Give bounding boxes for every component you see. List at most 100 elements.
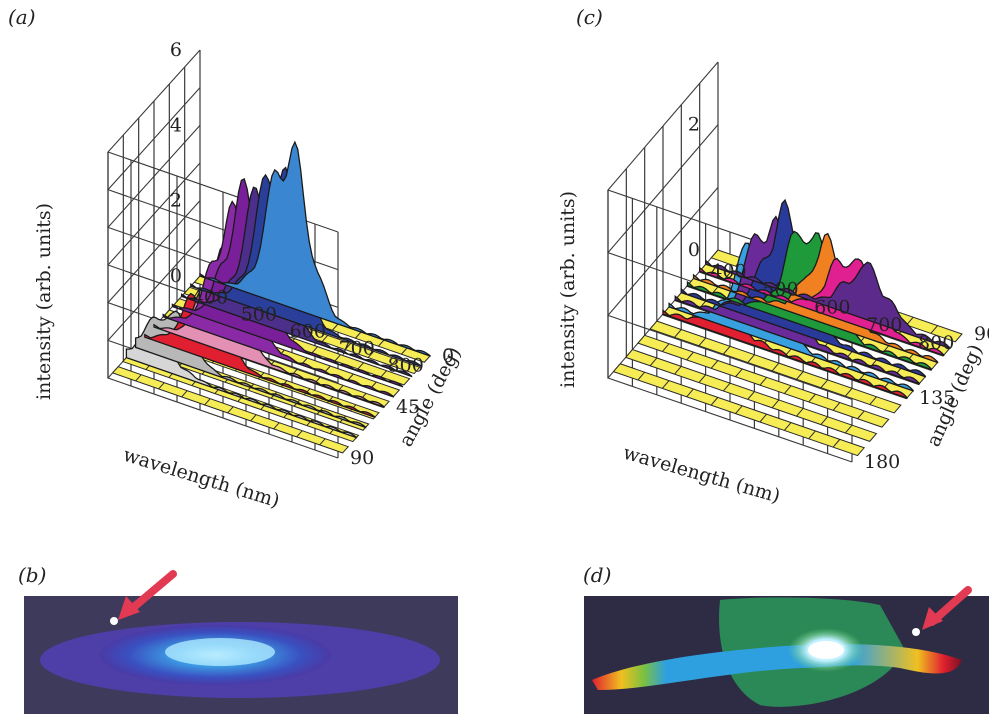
floor-divider bbox=[637, 371, 646, 381]
floor-divider bbox=[661, 380, 670, 389]
z-tick-label: 135 bbox=[919, 387, 955, 409]
floor-divider bbox=[344, 342, 352, 350]
x-tick-label: 800 bbox=[918, 332, 954, 354]
arrow-d-icon bbox=[922, 586, 972, 630]
floor-divider bbox=[759, 413, 768, 423]
floor-divider bbox=[869, 396, 877, 405]
x-axis-label: wavelength (nm) bbox=[121, 444, 283, 512]
floor-divider bbox=[401, 347, 408, 355]
gridline-y bbox=[607, 186, 853, 400]
floor-divider bbox=[808, 393, 816, 403]
x-axis-label: wavelength (nm) bbox=[621, 442, 783, 508]
floor-divider bbox=[832, 402, 841, 411]
spectrum-series bbox=[199, 140, 431, 357]
floor-divider bbox=[930, 325, 938, 334]
floor-divider bbox=[334, 354, 341, 362]
floor-divider bbox=[326, 396, 334, 404]
floor-divider bbox=[367, 350, 375, 358]
z-tick-label: 45 bbox=[396, 396, 420, 418]
floor-divider bbox=[686, 351, 694, 361]
x-tick-label: 700 bbox=[866, 314, 902, 336]
floor-divider bbox=[332, 323, 339, 331]
floor-divider bbox=[710, 360, 719, 369]
z-tick-label: 90 bbox=[350, 447, 374, 469]
y-tick-label: 4 bbox=[170, 114, 182, 136]
floor-divider bbox=[357, 362, 364, 370]
floor-divider bbox=[844, 424, 853, 434]
floor-divider bbox=[227, 406, 234, 414]
floor-divider bbox=[158, 382, 165, 390]
image-d-spot bbox=[912, 628, 920, 636]
floor-divider bbox=[135, 374, 142, 382]
floor-divider bbox=[771, 399, 780, 409]
image-d-streak bbox=[592, 643, 962, 690]
floor-divider bbox=[747, 391, 755, 400]
floor-divider bbox=[347, 373, 354, 381]
panel-label-a: (a) bbox=[8, 5, 36, 29]
panel-label-d: (d) bbox=[583, 563, 611, 587]
x-tick-label: 500 bbox=[762, 278, 798, 300]
floor-divider bbox=[321, 334, 329, 342]
floor-divider bbox=[735, 405, 743, 414]
panel-label-b: (b) bbox=[18, 563, 46, 587]
plot-a: 400 500 600 700 800 0 2 4 6 0 45 90 wavelength (nm) i… bbox=[33, 39, 466, 512]
floor-divider bbox=[661, 343, 670, 352]
floor-divider bbox=[796, 371, 804, 380]
image-d-core bbox=[808, 641, 844, 659]
x-tick-label: 500 bbox=[241, 303, 277, 325]
z-tick-label: 90 bbox=[974, 323, 989, 345]
y-tick-label: 2 bbox=[170, 190, 182, 212]
y-tick-label: 2 bbox=[688, 114, 700, 136]
floor-divider bbox=[273, 422, 280, 430]
image-b-core bbox=[165, 638, 275, 666]
x-tick-label: 800 bbox=[388, 354, 424, 376]
floor-divider bbox=[808, 430, 816, 440]
x-tick-label: 600 bbox=[290, 320, 326, 342]
floor-divider bbox=[783, 422, 792, 431]
floor-divider bbox=[250, 414, 257, 422]
floor-divider bbox=[710, 397, 719, 406]
image-b-spot bbox=[110, 617, 118, 625]
panel-label-c: (c) bbox=[576, 5, 603, 29]
floor-divider bbox=[722, 345, 731, 355]
floor-divider bbox=[796, 408, 804, 417]
floor-divider bbox=[311, 346, 318, 354]
floor-divider bbox=[771, 362, 780, 372]
floor-divider bbox=[181, 390, 188, 398]
floor-divider bbox=[355, 331, 362, 339]
x-tick-label: 600 bbox=[814, 296, 850, 318]
floor-divider bbox=[204, 398, 211, 406]
spectrum-series bbox=[705, 259, 951, 350]
z-tick-label: 180 bbox=[864, 451, 900, 473]
floor-divider bbox=[783, 385, 792, 394]
image-d bbox=[584, 586, 989, 714]
floor-divider bbox=[722, 382, 731, 392]
image-b bbox=[24, 570, 458, 714]
spectrum-series bbox=[699, 257, 945, 357]
floor-divider bbox=[698, 337, 707, 347]
floor-divider bbox=[674, 366, 682, 375]
floor-divider bbox=[832, 439, 841, 448]
x-tick-label: 400 bbox=[710, 261, 746, 283]
floor-divider bbox=[857, 410, 865, 420]
floor-divider bbox=[820, 379, 829, 389]
floor-divider bbox=[378, 339, 385, 347]
floor-divider bbox=[674, 329, 682, 338]
y-tick-label: 6 bbox=[170, 39, 182, 61]
floor-divider bbox=[686, 388, 694, 398]
x-tick-label: 400 bbox=[192, 286, 228, 308]
x-tick-label: 700 bbox=[339, 337, 375, 359]
floor-divider bbox=[698, 374, 707, 383]
arrow-b-icon bbox=[118, 570, 177, 620]
y-axis-label: intensity (arb. units) bbox=[557, 191, 579, 388]
floor-divider bbox=[380, 370, 387, 378]
floor-divider bbox=[747, 354, 755, 363]
floor-divider bbox=[759, 377, 768, 386]
floor-divider bbox=[319, 438, 326, 446]
spectrum-series bbox=[134, 310, 367, 429]
y-axis-label: intensity (arb. units) bbox=[33, 203, 55, 400]
y-tick-label: 0 bbox=[688, 239, 700, 261]
floor-divider bbox=[820, 416, 829, 425]
floor-divider bbox=[844, 387, 853, 397]
